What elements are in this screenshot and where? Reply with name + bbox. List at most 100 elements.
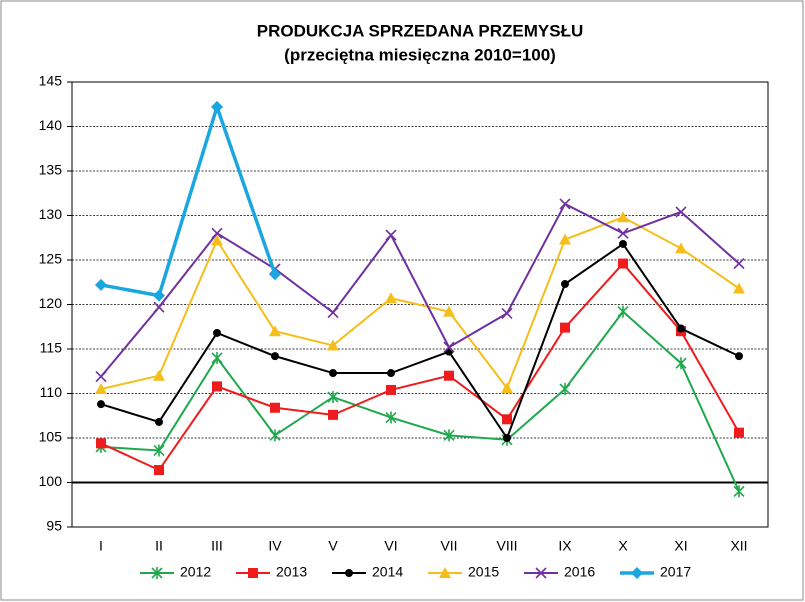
- data-point: [211, 100, 223, 113]
- data-point: [617, 227, 629, 239]
- legend-label: 2017: [660, 564, 691, 580]
- data-point: [675, 357, 687, 370]
- legend-marker: [631, 567, 643, 579]
- series-line: [100, 310, 740, 492]
- data-point: [95, 371, 107, 383]
- data-point: [96, 438, 106, 449]
- y-tick-label: 145: [39, 73, 63, 89]
- series-line: [100, 262, 740, 472]
- plot-border: [71, 81, 769, 528]
- data-point: [559, 198, 571, 210]
- y-tick-label: 100: [39, 473, 63, 489]
- data-point: [271, 352, 279, 361]
- chart-subtitle: (przeciętna miesięczna 2010=100): [284, 45, 556, 64]
- data-point: [501, 307, 513, 319]
- series-line: [100, 216, 740, 391]
- data-point: [155, 417, 163, 426]
- x-tick-label: VII: [440, 538, 457, 554]
- data-point: [95, 278, 107, 291]
- data-point: [211, 227, 223, 239]
- data-point: [503, 434, 511, 442]
- data-point: [328, 409, 338, 420]
- data-point: [677, 324, 685, 333]
- data-point: [733, 257, 745, 270]
- data-point: [443, 305, 455, 317]
- data-point: [559, 383, 571, 396]
- data-point: [213, 328, 221, 337]
- data-point: [502, 414, 512, 425]
- data-point: [269, 325, 281, 337]
- data-point: [735, 352, 743, 361]
- legend-label: 2012: [180, 564, 211, 580]
- x-tick-label: XI: [674, 538, 687, 554]
- legend-marker: [439, 567, 451, 578]
- data-point: [269, 429, 281, 442]
- data-point: [211, 351, 223, 364]
- y-tick-label: 130: [39, 206, 63, 222]
- series-line: [100, 242, 740, 441]
- legend-label: 2016: [564, 564, 595, 580]
- y-tick-label: 135: [39, 162, 63, 178]
- data-point: [675, 242, 687, 254]
- y-tick-label: 140: [39, 117, 63, 133]
- data-point: [733, 485, 745, 498]
- series-line: [100, 101, 277, 298]
- data-point: [95, 383, 107, 395]
- x-tick-label: II: [155, 538, 163, 554]
- x-tick-label: IX: [558, 538, 572, 554]
- data-point: [617, 305, 629, 318]
- y-tick-label: 115: [40, 340, 63, 356]
- y-tick-label: 110: [40, 384, 63, 400]
- data-point: [560, 322, 570, 333]
- x-tick-label: VIII: [496, 538, 517, 554]
- legend-label: 2014: [372, 564, 403, 580]
- x-tick-label: IV: [268, 538, 282, 554]
- data-point: [153, 444, 165, 457]
- data-point: [445, 347, 453, 356]
- x-tick-label: XII: [730, 538, 747, 554]
- data-point: [618, 258, 628, 269]
- y-tick-label: 95: [46, 518, 62, 534]
- x-tick-label: V: [328, 538, 338, 554]
- legend-marker: [151, 567, 163, 579]
- data-point: [619, 239, 627, 248]
- data-point: [329, 369, 337, 378]
- x-tick-label: VI: [384, 538, 397, 554]
- data-point: [501, 382, 513, 394]
- data-point: [734, 427, 744, 438]
- y-tick-label: 125: [39, 251, 63, 267]
- x-tick-label: I: [99, 538, 103, 554]
- data-point: [559, 233, 571, 245]
- data-point: [733, 282, 745, 294]
- legend-label: 2015: [468, 564, 499, 580]
- data-point: [385, 411, 397, 424]
- series-line: [100, 202, 740, 378]
- data-point: [269, 268, 281, 281]
- x-tick-label: III: [211, 538, 223, 554]
- data-point: [387, 369, 395, 378]
- data-point: [97, 400, 105, 409]
- data-point: [153, 301, 165, 313]
- data-point: [443, 429, 455, 442]
- data-point: [327, 391, 339, 404]
- data-point: [153, 369, 165, 381]
- data-point: [211, 234, 223, 246]
- y-tick-label: 120: [39, 295, 63, 311]
- data-point: [327, 306, 339, 319]
- data-point: [675, 206, 687, 218]
- data-point: [212, 381, 222, 392]
- data-point: [385, 292, 397, 304]
- data-point: [327, 339, 339, 351]
- data-point: [617, 211, 629, 223]
- legend-marker: [345, 569, 353, 577]
- data-point: [386, 384, 396, 395]
- data-point: [153, 289, 165, 302]
- legend-label: 2013: [276, 564, 307, 580]
- data-point: [561, 280, 569, 289]
- data-point: [443, 341, 455, 353]
- x-tick-label: X: [618, 538, 628, 554]
- data-point: [270, 402, 280, 413]
- data-point: [385, 229, 397, 241]
- data-point: [444, 370, 454, 381]
